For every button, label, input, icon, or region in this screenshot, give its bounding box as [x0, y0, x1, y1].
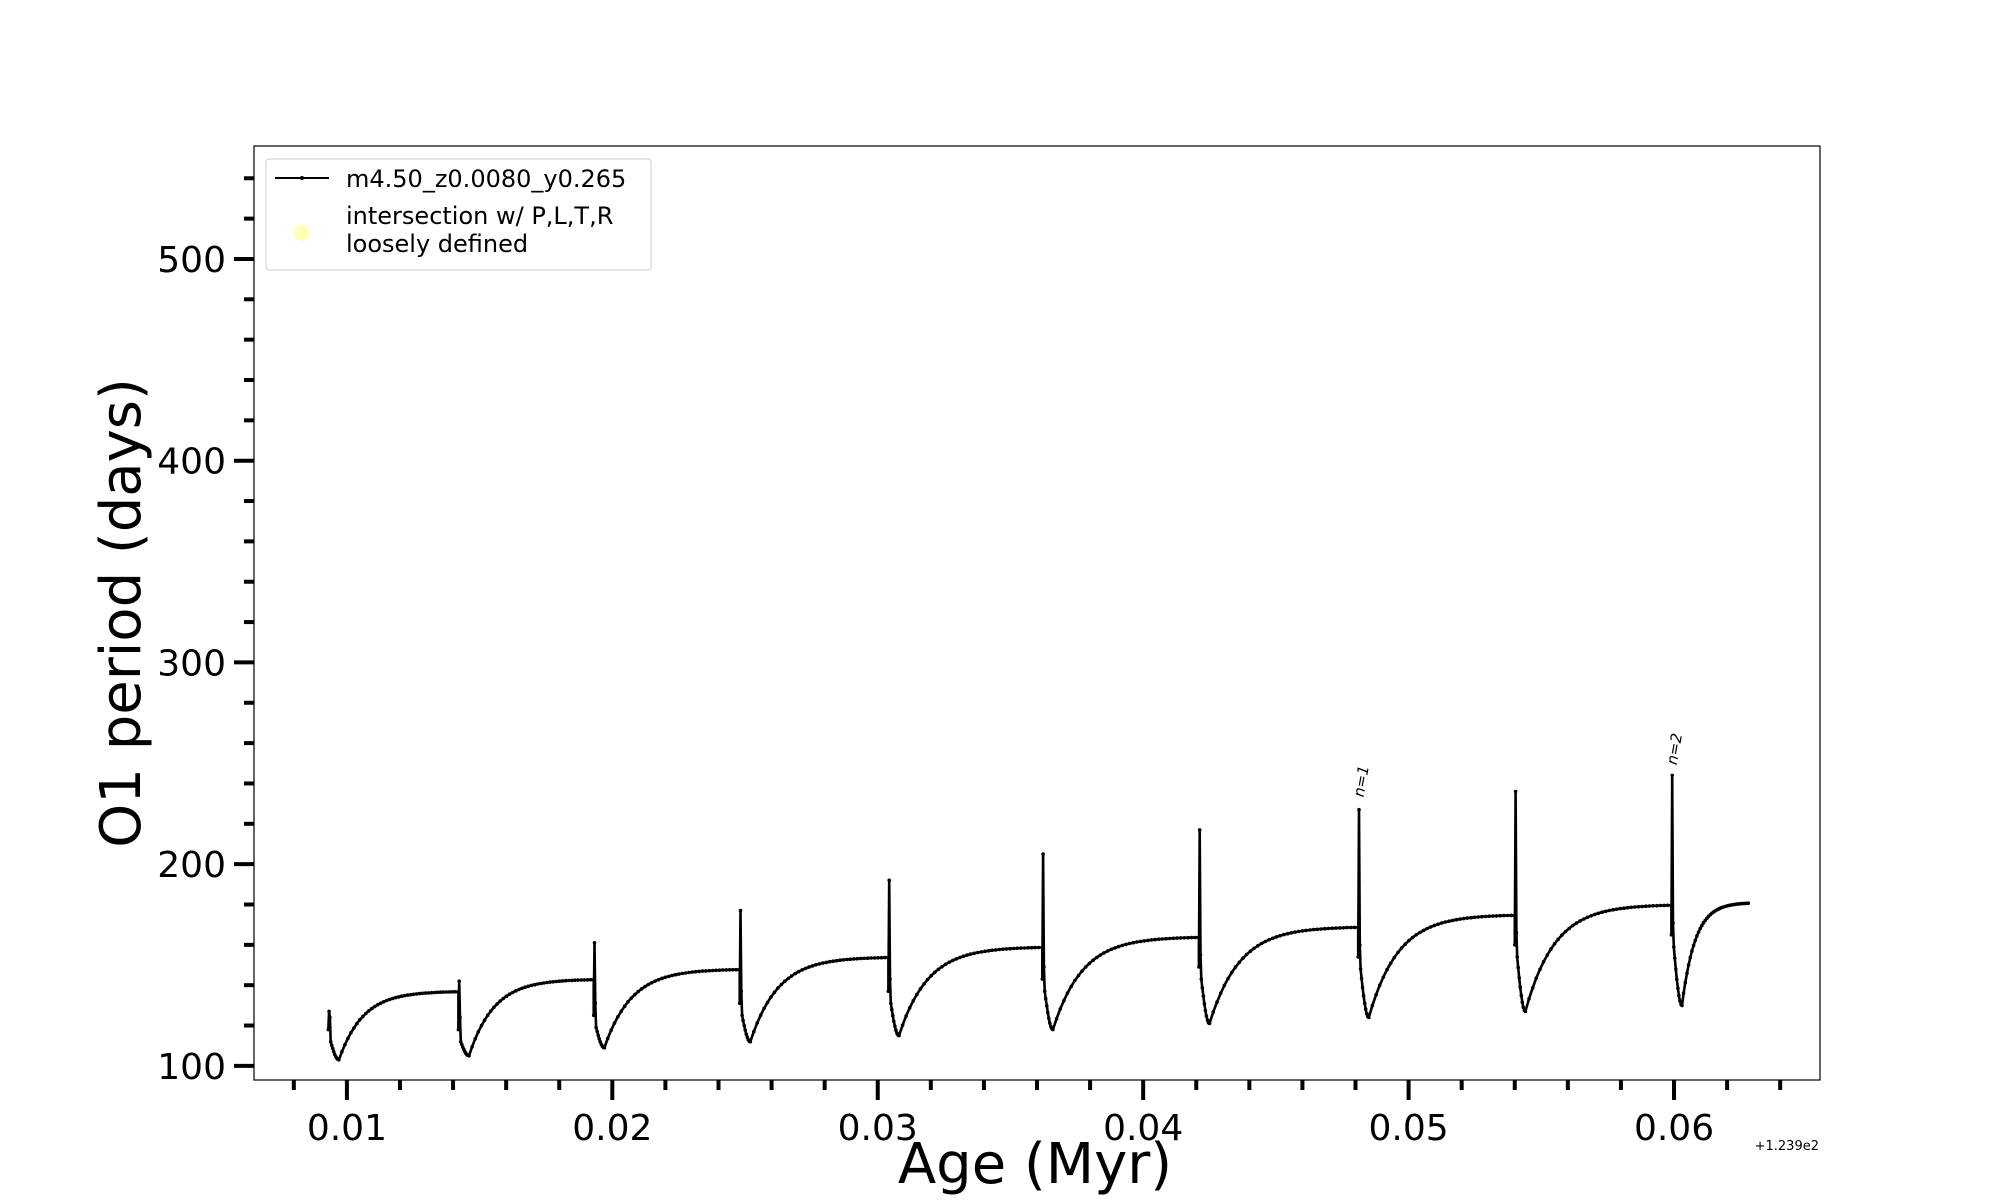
series-markers [326, 773, 1751, 1062]
y-axis-label: O1 period (days) [89, 378, 154, 848]
x-tick-label: 0.03 [838, 1108, 918, 1149]
y-tick-label: 500 [157, 240, 226, 281]
x-tick-label: 0.01 [307, 1108, 387, 1149]
y-axis: 100 200 300 400 500 [157, 176, 254, 1088]
plot-area [326, 773, 1751, 1062]
x-tick-label: 0.02 [572, 1108, 652, 1149]
y-tick-label: 400 [157, 442, 226, 483]
y-tick-label: 200 [157, 845, 226, 886]
legend-label-series: m4.50_z0.0080_y0.265 [346, 165, 626, 193]
x-tick-label: 0.05 [1369, 1108, 1449, 1149]
x-offset-label: +1.239e2 [1755, 1139, 1819, 1154]
annotation-label: n=2 [1663, 732, 1686, 766]
y-tick-label: 300 [157, 643, 226, 684]
annotations: n=1 n=2 [1350, 732, 1686, 799]
annotation-label: n=1 [1350, 764, 1373, 798]
legend: m4.50_z0.0080_y0.265 intersection w/ P,L… [265, 158, 652, 271]
legend-box [265, 158, 652, 271]
x-tick-label: 0.04 [1103, 1108, 1183, 1149]
legend-line-marker [300, 176, 304, 180]
legend-dot-marker [294, 225, 310, 241]
legend-label-intersection: intersection w/ P,L,T,R loosely defined [346, 202, 613, 258]
x-tick-label: 0.06 [1634, 1108, 1714, 1149]
y-tick-label: 100 [157, 1047, 226, 1088]
x-axis: 0.01 0.02 0.03 0.04 0.05 0.06 [291, 1080, 1783, 1149]
x-axis-label: Age (Myr) [898, 1132, 1172, 1197]
